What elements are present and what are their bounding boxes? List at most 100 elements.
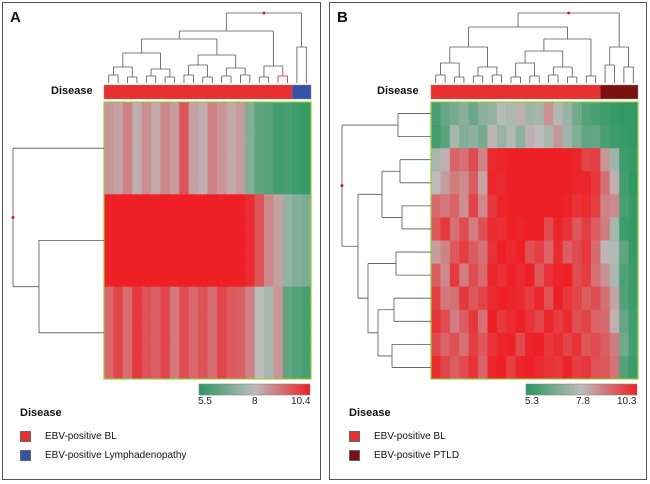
heatmap-cell xyxy=(198,220,208,235)
panel-b-scale-high: 10.3 xyxy=(617,396,637,407)
heatmap-cell xyxy=(553,355,564,380)
heatmap-cell xyxy=(104,352,114,367)
heatmap-cell xyxy=(245,115,255,129)
heatmap-cell xyxy=(235,273,246,288)
heatmap-cell xyxy=(198,167,208,182)
heatmap-cell xyxy=(132,273,143,288)
heatmap-cell xyxy=(468,309,479,334)
heatmap-cell xyxy=(245,247,255,261)
heatmap-cell xyxy=(515,217,526,241)
heatmap-cell xyxy=(169,194,180,208)
heatmap-cell xyxy=(113,233,124,248)
heatmap-cell xyxy=(534,217,545,241)
row-dendrogram-root-marker xyxy=(11,216,15,219)
heatmap-cell xyxy=(562,286,573,311)
heatmap-cell xyxy=(179,299,190,314)
heatmap-cell xyxy=(590,355,601,380)
heatmap-cell xyxy=(609,332,620,357)
heatmap-cell xyxy=(216,115,227,129)
heatmap-cell xyxy=(572,194,582,218)
heatmap-cell xyxy=(506,240,517,264)
heatmap-cell xyxy=(301,141,312,156)
heatmap-cell xyxy=(179,128,190,142)
heatmap-cell xyxy=(301,339,312,354)
heatmap-cell xyxy=(506,217,517,241)
heatmap-cell xyxy=(113,115,124,129)
heatmap-cell xyxy=(207,102,218,116)
heatmap-cell xyxy=(245,365,255,380)
heatmap-cell xyxy=(132,194,143,208)
heatmap-cell xyxy=(282,167,293,182)
heatmap-cell xyxy=(301,286,312,301)
heatmap-cell xyxy=(292,141,302,156)
heatmap-cell xyxy=(543,309,554,334)
heatmap-cell xyxy=(506,332,517,357)
heatmap-cell xyxy=(254,207,265,222)
heatmap-cell xyxy=(292,102,302,116)
heatmap-cell xyxy=(169,365,180,380)
heatmap-cell xyxy=(226,207,237,222)
heatmap-cell xyxy=(553,194,564,218)
heatmap-cell xyxy=(292,260,302,274)
heatmap-cell xyxy=(263,128,274,142)
heatmap-cell xyxy=(562,263,573,288)
heatmap-cell xyxy=(254,286,265,301)
heatmap-cell xyxy=(301,299,312,314)
heatmap-cell xyxy=(179,181,190,195)
heatmap-cell xyxy=(151,339,161,354)
heatmap-cell xyxy=(600,217,611,241)
heatmap-cell xyxy=(254,326,265,340)
heatmap-cell xyxy=(449,286,460,311)
heatmap-cell xyxy=(468,171,479,195)
annotation-bar-0 xyxy=(431,85,601,99)
heatmap-cell xyxy=(449,263,460,288)
heatmap-cell xyxy=(254,194,265,208)
heatmap-cell xyxy=(543,171,554,195)
heatmap-cell xyxy=(628,309,639,334)
heatmap-cell xyxy=(151,115,161,129)
heatmap-cell xyxy=(113,167,124,182)
heatmap-cell xyxy=(235,220,246,235)
heatmap-cell xyxy=(525,240,535,264)
heatmap-cell xyxy=(609,263,620,288)
heatmap-cell xyxy=(104,154,114,169)
heatmap-cell xyxy=(104,313,114,327)
heatmap-cell xyxy=(198,181,208,195)
heatmap-cell xyxy=(141,365,152,380)
heatmap-cell xyxy=(151,247,161,261)
heatmap-cell xyxy=(440,194,451,218)
panel-a-disease-label: Disease xyxy=(51,85,93,97)
panel-b-scale-low: 5.3 xyxy=(525,396,539,407)
heatmap-cell xyxy=(207,220,218,235)
heatmap-cell xyxy=(179,115,190,129)
heatmap-cell xyxy=(301,273,312,288)
heatmap-cell xyxy=(245,194,255,208)
heatmap-cell xyxy=(282,233,293,248)
heatmap-cell xyxy=(562,148,573,172)
heatmap-cell xyxy=(263,286,274,301)
heatmap-cell xyxy=(151,220,161,235)
heatmap-cell xyxy=(553,309,564,334)
heatmap-cell xyxy=(141,181,152,195)
heatmap-cell xyxy=(245,128,255,142)
heatmap-cell xyxy=(459,194,470,218)
heatmap-cell xyxy=(525,102,535,126)
heatmap-cell xyxy=(122,154,133,169)
heatmap-cell xyxy=(198,154,208,169)
heatmap-cell xyxy=(628,217,639,241)
heatmap-cell xyxy=(581,171,592,195)
heatmap-cell xyxy=(431,309,441,334)
heatmap-cell xyxy=(478,332,488,357)
heatmap-cell xyxy=(301,181,312,195)
heatmap-cell xyxy=(179,102,190,116)
heatmap-cell xyxy=(216,326,227,340)
heatmap-cell xyxy=(104,207,114,222)
heatmap-cell xyxy=(562,194,573,218)
heatmap-cell xyxy=(104,365,114,380)
heatmap-cell xyxy=(525,148,535,172)
heatmap-cell xyxy=(235,286,246,301)
heatmap-cell xyxy=(207,247,218,261)
heatmap-cell xyxy=(478,194,488,218)
legend-swatch-bl xyxy=(349,430,360,442)
heatmap-cell xyxy=(282,247,293,261)
